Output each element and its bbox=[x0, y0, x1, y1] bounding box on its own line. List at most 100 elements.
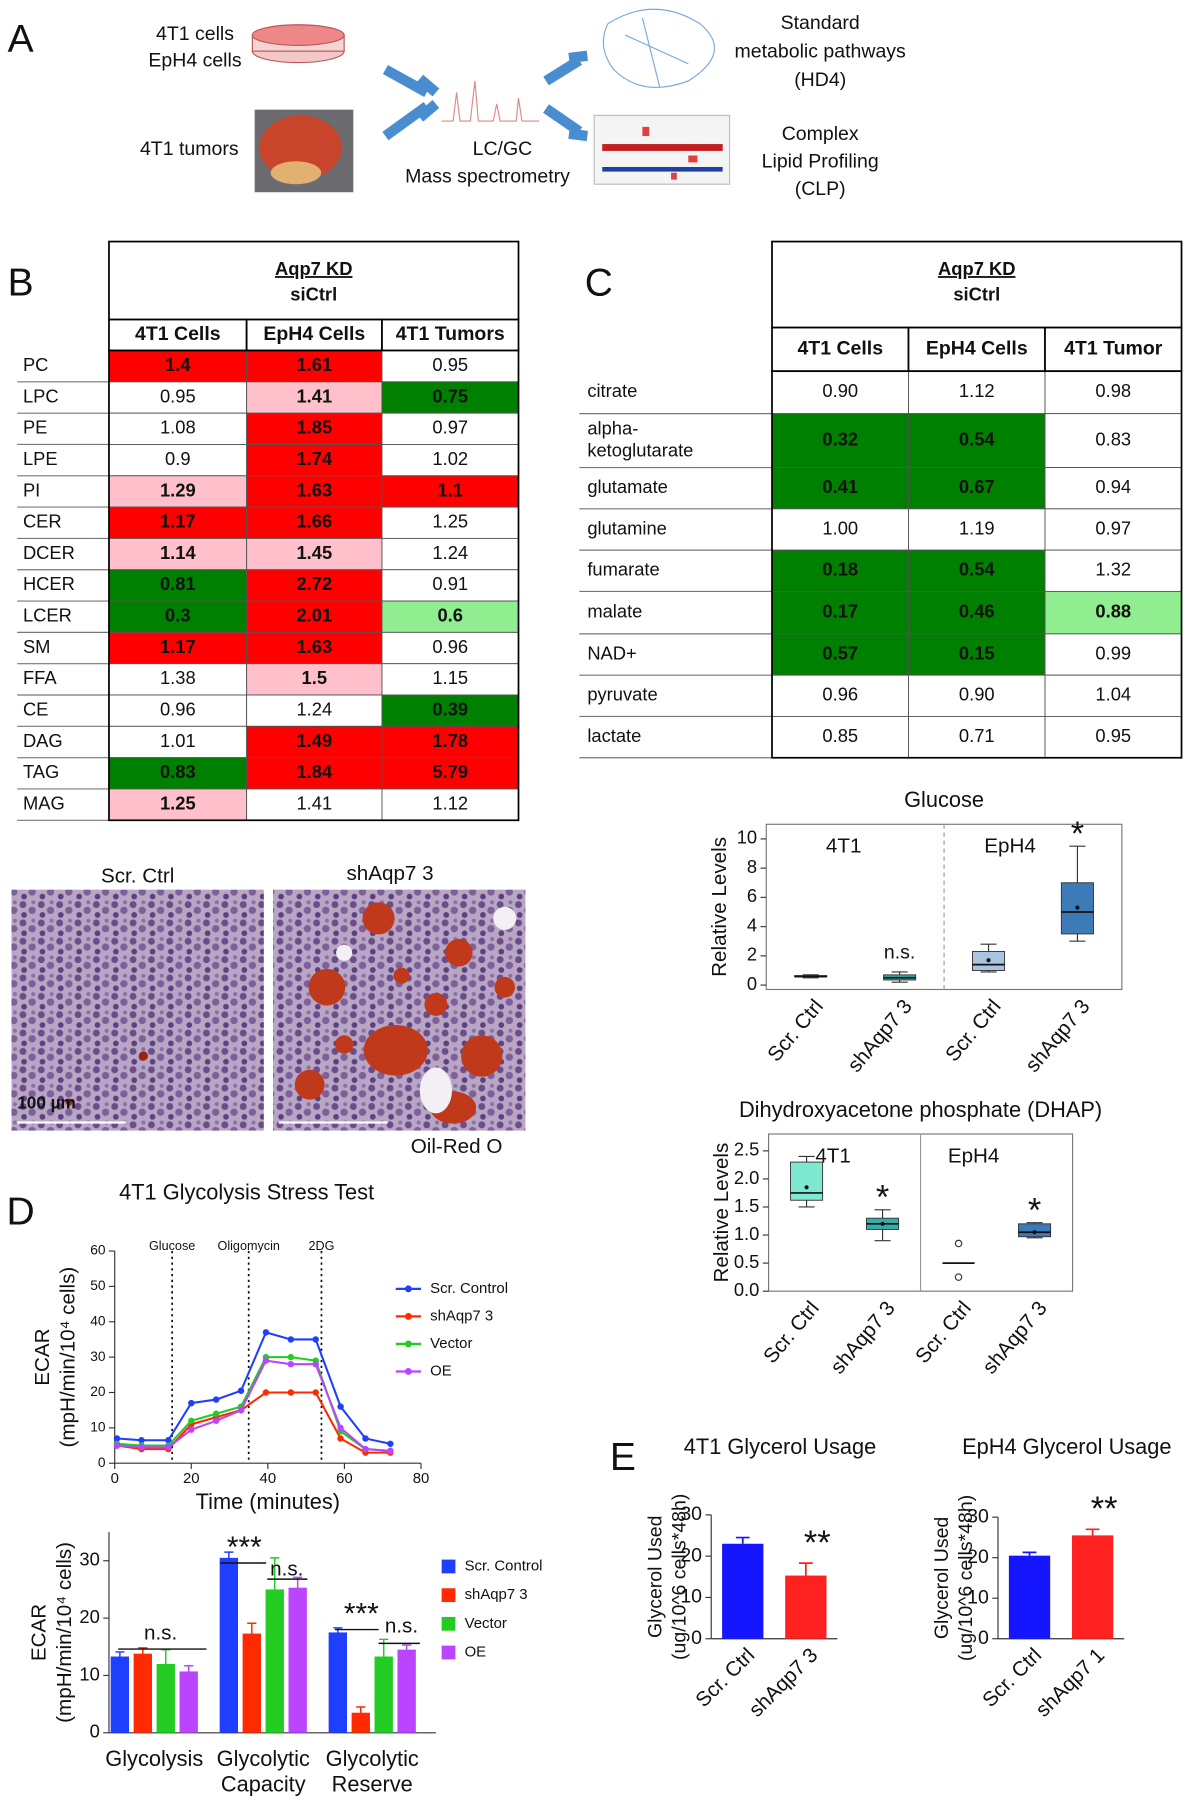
cell-value: 1.12 bbox=[959, 380, 995, 401]
legend-marker bbox=[404, 1285, 412, 1293]
y-axis-label: Relative Levels bbox=[708, 837, 731, 977]
cell-value: 0.39 bbox=[432, 699, 468, 720]
bar bbox=[328, 1632, 348, 1733]
cell-value: 1.84 bbox=[296, 761, 333, 782]
table-cell bbox=[908, 590, 1046, 635]
data-point bbox=[337, 1435, 344, 1442]
output-label: (HD4) bbox=[794, 69, 846, 91]
cell-value: 1.66 bbox=[296, 511, 332, 532]
cell-value: 0.15 bbox=[959, 642, 995, 663]
outlier bbox=[954, 1273, 963, 1281]
cell-value: 1.02 bbox=[432, 448, 468, 469]
mean bbox=[880, 1221, 885, 1226]
data-point bbox=[165, 1444, 172, 1451]
cell-value: 0.32 bbox=[822, 428, 858, 449]
y-tick-label: 0.0 bbox=[734, 1279, 760, 1300]
row-label: fumarate bbox=[587, 559, 659, 580]
column-header-cell bbox=[245, 318, 383, 352]
legend-label: Scr. Control bbox=[430, 1281, 508, 1297]
y-tick-label: 1.0 bbox=[734, 1223, 760, 1244]
y-tick-label: 20 bbox=[967, 1546, 989, 1568]
data-point bbox=[138, 1444, 145, 1451]
data-point bbox=[287, 1336, 295, 1343]
y-tick-label: 0 bbox=[978, 1627, 989, 1649]
table-cell bbox=[108, 757, 248, 790]
y-tick-label: 60 bbox=[90, 1243, 106, 1258]
bar bbox=[110, 1656, 130, 1733]
legend-marker bbox=[404, 1368, 412, 1375]
cell-value: 1.5 bbox=[302, 667, 328, 688]
cell-value: 1.01 bbox=[160, 730, 196, 751]
error-bar bbox=[138, 1647, 148, 1660]
cell-value: 1.17 bbox=[160, 636, 196, 657]
table-cell bbox=[108, 381, 248, 414]
chart-title: EpH4 Glycerol Usage bbox=[962, 1434, 1171, 1459]
error-bar bbox=[356, 1706, 366, 1719]
significance: * bbox=[1071, 815, 1084, 853]
data-point bbox=[212, 1410, 220, 1417]
event-label: 2DG bbox=[308, 1239, 334, 1253]
cell-value: 1.38 bbox=[160, 667, 196, 688]
legend-label: OE bbox=[465, 1644, 487, 1660]
table-border bbox=[771, 370, 1183, 759]
data-point bbox=[312, 1336, 319, 1343]
cell-value: 0.96 bbox=[160, 699, 196, 720]
legend-swatch bbox=[441, 1588, 456, 1603]
data-point bbox=[212, 1396, 220, 1403]
series-line bbox=[116, 1359, 391, 1452]
row-label: alpha- bbox=[587, 418, 638, 439]
y-axis-label: (mpH/min/10⁴ cells) bbox=[53, 1542, 76, 1723]
significance: *** bbox=[227, 1531, 262, 1564]
error-bar bbox=[184, 1664, 194, 1678]
x-tick-label: shAqp7 3 bbox=[826, 1297, 900, 1379]
data-point bbox=[188, 1426, 195, 1433]
histology-images bbox=[11, 889, 526, 1131]
table-header-box bbox=[771, 240, 1183, 329]
cell-value: 0.95 bbox=[1095, 725, 1131, 746]
x-tick-label: 60 bbox=[336, 1471, 353, 1487]
data-point bbox=[138, 1437, 145, 1444]
cell-value: 0.81 bbox=[160, 573, 196, 594]
data-point bbox=[337, 1424, 344, 1432]
y-axis-label: (ug/10^6 cells*48h) bbox=[668, 1494, 690, 1660]
bar bbox=[288, 1587, 307, 1733]
cell-value: 0.67 bbox=[959, 476, 995, 497]
data-point bbox=[287, 1353, 295, 1361]
data-point bbox=[212, 1417, 220, 1425]
cell-value: 0.3 bbox=[165, 605, 191, 626]
y-tick-label: 2.0 bbox=[734, 1167, 760, 1188]
data-point bbox=[387, 1440, 394, 1447]
cell-value: 0.46 bbox=[959, 600, 995, 621]
cell-value: 1.00 bbox=[822, 517, 858, 538]
event-label: Oligomycin bbox=[218, 1239, 280, 1253]
cell-value: 1.25 bbox=[160, 792, 196, 813]
cell-value: 0.9 bbox=[165, 448, 191, 469]
table-cell bbox=[1044, 633, 1182, 676]
cell-value: 0.95 bbox=[160, 385, 196, 406]
table-cell bbox=[381, 537, 519, 571]
cell-value: 1.19 bbox=[959, 517, 995, 538]
error-bar bbox=[1085, 1528, 1100, 1536]
y-tick-label: 10 bbox=[680, 1586, 702, 1608]
error-bar bbox=[402, 1644, 412, 1655]
cell-value: 1.08 bbox=[160, 417, 196, 438]
x-tick-label: Scr. Ctrl bbox=[911, 1297, 976, 1368]
row-label: LPC bbox=[23, 385, 59, 406]
panel-label: A bbox=[8, 18, 34, 61]
data-point bbox=[237, 1406, 245, 1414]
mean bbox=[804, 1185, 809, 1190]
bar bbox=[179, 1671, 198, 1733]
x-tick-label: Glycolysis bbox=[105, 1746, 203, 1771]
output-label: Complex bbox=[782, 123, 859, 145]
bar bbox=[351, 1712, 370, 1733]
x-axis-label: Time (minutes) bbox=[196, 1489, 340, 1514]
table-cell bbox=[381, 600, 519, 633]
column-header: 4T1 Tumors bbox=[396, 323, 505, 345]
y-tick-label: 0.5 bbox=[734, 1251, 760, 1272]
row-label: HCER bbox=[23, 573, 75, 594]
table-cell bbox=[1044, 716, 1182, 759]
table-cell bbox=[1044, 508, 1182, 551]
table-cell bbox=[771, 370, 909, 415]
y-tick-label: 30 bbox=[90, 1349, 106, 1364]
x-tick-label: shAqp7 3 bbox=[843, 995, 917, 1077]
